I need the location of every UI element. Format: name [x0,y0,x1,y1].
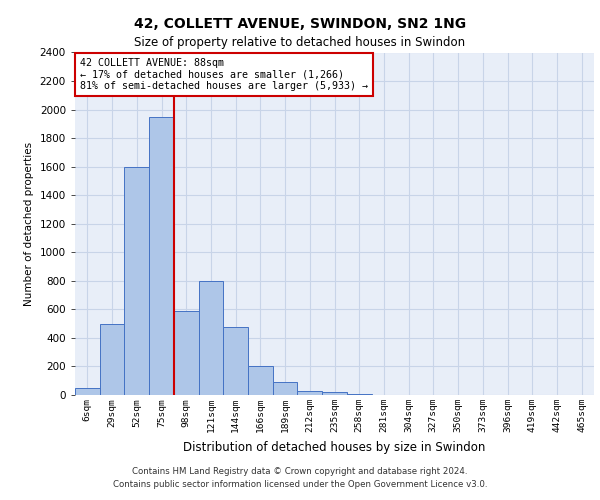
Text: 42 COLLETT AVENUE: 88sqm
← 17% of detached houses are smaller (1,266)
81% of sem: 42 COLLETT AVENUE: 88sqm ← 17% of detach… [80,58,368,91]
Bar [75,388,100,395]
Bar [124,166,149,395]
Bar [298,390,322,395]
Y-axis label: Number of detached properties: Number of detached properties [24,142,34,306]
Bar [199,281,223,395]
Bar [149,116,174,395]
Text: 42, COLLETT AVENUE, SWINDON, SN2 1NG: 42, COLLETT AVENUE, SWINDON, SN2 1NG [134,18,466,32]
Bar [174,311,199,395]
Bar [347,394,371,395]
Bar [100,324,124,395]
Text: Size of property relative to detached houses in Swindon: Size of property relative to detached ho… [134,36,466,49]
Text: Contains HM Land Registry data © Crown copyright and database right 2024.
Contai: Contains HM Land Registry data © Crown c… [113,468,487,489]
Bar [223,326,248,395]
Bar [248,366,273,395]
Bar [273,382,298,395]
Bar [322,392,347,395]
X-axis label: Distribution of detached houses by size in Swindon: Distribution of detached houses by size … [184,440,485,454]
